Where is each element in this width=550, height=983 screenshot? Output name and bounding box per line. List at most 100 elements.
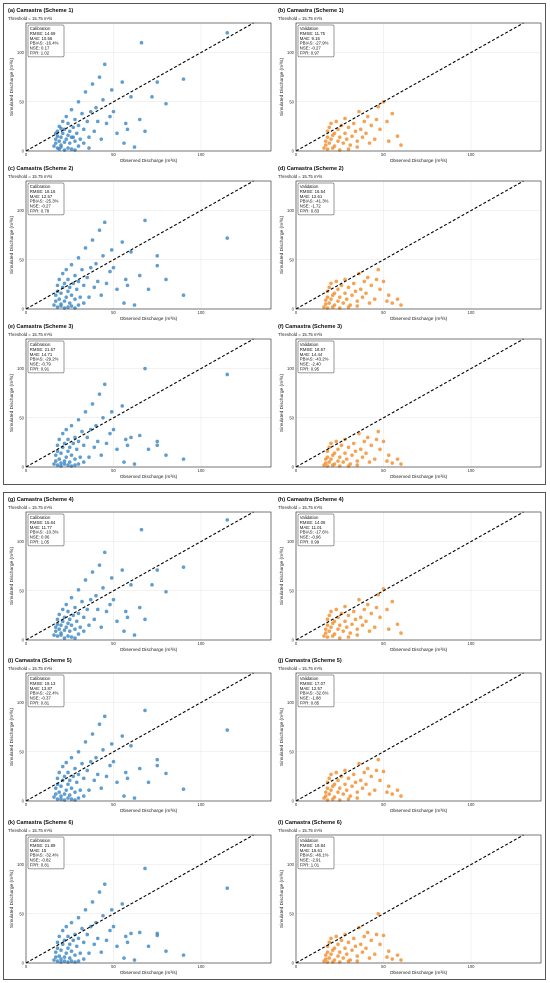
data-point [62, 792, 67, 796]
data-point [350, 622, 354, 627]
data-point [323, 957, 328, 961]
y-tick-label: 100 [17, 700, 25, 705]
data-point [125, 615, 130, 620]
data-point [369, 611, 374, 616]
y-tick-label: 100 [287, 366, 295, 371]
data-point [181, 293, 186, 298]
data-point [94, 105, 98, 110]
data-point [57, 437, 62, 442]
data-point [129, 583, 133, 587]
stat-line: RMSE: 14.69 [30, 31, 56, 36]
data-point [360, 455, 365, 459]
data-point [357, 761, 361, 766]
x-tick-label: 50 [111, 641, 116, 646]
data-point [87, 135, 91, 140]
data-point [386, 784, 391, 789]
stat-line: Calibration [30, 184, 51, 189]
stat-line: NSE: -0.27 [30, 204, 52, 209]
chart-panel-e: (e) Camastra (Scheme 3) Threshold = 15.75… [8, 324, 272, 480]
data-point [81, 615, 86, 620]
data-point [325, 295, 330, 299]
x-tick-label: 50 [381, 802, 386, 807]
y-tick-label: 0 [292, 307, 295, 312]
data-point [69, 797, 74, 801]
data-point [73, 636, 77, 640]
data-point [369, 283, 374, 288]
data-point [69, 595, 74, 600]
data-point [336, 139, 340, 143]
one-to-one-line [25, 22, 254, 152]
data-point [88, 109, 93, 114]
data-point [329, 121, 333, 126]
data-point [225, 236, 230, 240]
data-point [348, 143, 353, 147]
data-point [386, 627, 391, 631]
data-point [80, 267, 84, 272]
data-point [137, 605, 142, 610]
data-point [364, 131, 368, 136]
data-point [55, 443, 60, 448]
data-point [57, 934, 62, 939]
data-point [59, 291, 63, 296]
data-point [97, 563, 102, 567]
data-point [353, 449, 358, 454]
data-point [369, 774, 374, 779]
data-point [395, 297, 400, 301]
data-point [362, 770, 367, 775]
data-point [143, 218, 147, 223]
data-point [374, 437, 379, 442]
data-point [225, 31, 230, 35]
data-point [115, 944, 119, 949]
data-point [327, 613, 332, 618]
data-point [81, 301, 86, 305]
data-point [365, 114, 370, 119]
panel-title: (i) Camastra (Scheme 5) [8, 658, 72, 664]
stat-line: RMSE: 19.13 [30, 681, 56, 686]
data-point [155, 80, 160, 84]
y-tick-label: 100 [17, 208, 25, 213]
x-tick-label: 100 [468, 310, 476, 315]
x-tick-label: 100 [198, 802, 206, 807]
data-point [80, 761, 84, 766]
data-point [97, 890, 102, 894]
stat-line: FPR: 0.85 [300, 701, 320, 706]
data-point [337, 636, 342, 640]
data-point [64, 760, 69, 765]
stat-line: MAE: 9.15 [300, 36, 321, 41]
data-point [399, 958, 403, 962]
chart-panel-g: (g) Camastra (Scheme 4) Threshold = 15.75… [8, 497, 272, 653]
data-point [355, 954, 360, 958]
data-point [76, 936, 81, 941]
y-tick-label: 0 [22, 961, 25, 966]
stat-line: RMSE: 16.54 [300, 189, 326, 194]
stat-line: FPR: 0.81 [30, 863, 50, 868]
data-point [52, 633, 56, 637]
data-point [73, 627, 77, 631]
data-point [367, 792, 372, 796]
data-point [78, 455, 83, 459]
data-point [364, 451, 368, 456]
data-point [53, 299, 58, 303]
data-point [115, 131, 119, 136]
x-axis-title: Observed Discharge (m³/s) [120, 808, 178, 814]
data-point [337, 295, 342, 299]
y-tick-label: 50 [19, 749, 24, 754]
stat-line: NSE: 0.06 [30, 535, 50, 540]
data-point [57, 770, 62, 775]
data-point [337, 623, 342, 628]
data-point [73, 117, 77, 122]
stat-line: MAE: 12.57 [30, 194, 53, 199]
stats-box-frame [27, 24, 65, 58]
stat-line: NSE: -0.37 [30, 696, 52, 701]
data-point [85, 768, 90, 773]
data-point [346, 776, 351, 781]
panel-subtitle: Threshold = 15.75 m³/s [278, 16, 323, 21]
data-point [351, 936, 356, 941]
y-tick-label: 50 [19, 99, 24, 104]
data-point [360, 295, 365, 299]
data-point [381, 279, 386, 284]
x-tick-label: 0 [25, 468, 28, 473]
y-tick-label: 50 [289, 749, 294, 754]
data-point [129, 95, 133, 99]
